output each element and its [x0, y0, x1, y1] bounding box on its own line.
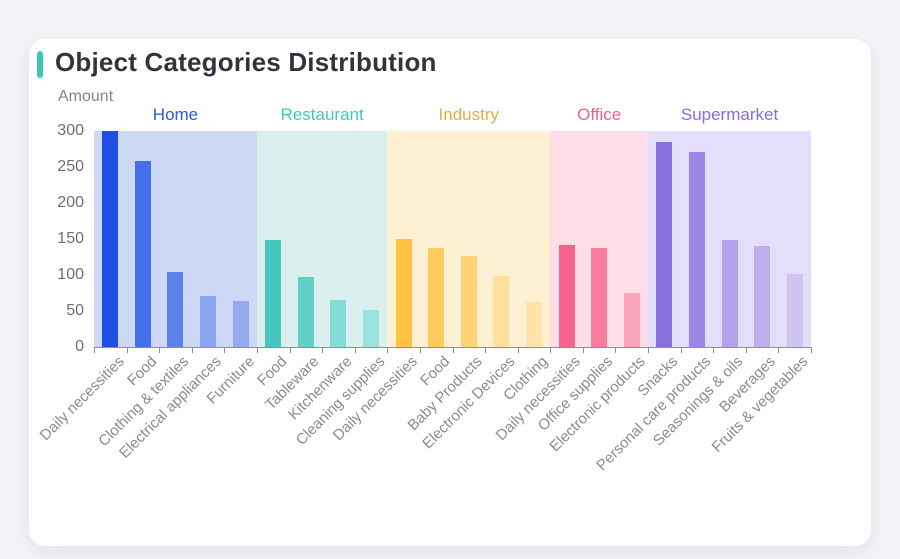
x-axis-tick — [126, 348, 128, 353]
bar-office-office-supplies[interactable] — [591, 247, 608, 347]
bar-restaurant-kitchenware[interactable] — [330, 300, 347, 347]
group-label-supermarket: Supermarket — [680, 105, 779, 124]
x-axis-tick — [713, 348, 715, 353]
bar-home-electrical-appliances[interactable] — [200, 295, 217, 347]
chart-card: Object Categories Distribution Amount Ho… — [29, 39, 871, 546]
x-axis-tick — [191, 348, 193, 353]
x-axis-tick — [452, 348, 454, 353]
bar-supermarket-snacks[interactable] — [656, 141, 673, 347]
bar-home-clothing-textiles[interactable] — [167, 272, 184, 347]
bar-industry-clothing[interactable] — [525, 301, 542, 347]
bar-restaurant-food[interactable] — [265, 240, 282, 347]
bar-industry-daily-necessities[interactable] — [395, 239, 412, 347]
x-axis-tick — [224, 348, 226, 353]
bar-home-food[interactable] — [134, 161, 151, 347]
y-axis-title: Amount — [58, 88, 114, 105]
bar-industry-food[interactable] — [428, 247, 445, 347]
bar-supermarket-beverages[interactable] — [754, 246, 771, 347]
group-label-restaurant: Restaurant — [280, 105, 364, 124]
x-axis-tick — [94, 348, 95, 353]
y-tick-label-0: 0 — [75, 338, 84, 355]
group-label-office: Office — [577, 105, 622, 124]
y-tick-label-100: 100 — [57, 266, 84, 283]
y-tick-label-200: 200 — [57, 194, 84, 211]
bar-home-daily-necessities[interactable] — [102, 131, 119, 347]
chart-title: Object Categories Distribution — [55, 47, 437, 77]
x-axis-tick — [485, 348, 487, 353]
bar-industry-baby-products[interactable] — [460, 256, 477, 347]
bar-chart: Home Daily necessities Food Clothing & text… — [29, 39, 871, 546]
bar-office-daily-necessities[interactable] — [558, 244, 575, 347]
x-axis-line — [94, 347, 812, 348]
bar-restaurant-tableware[interactable] — [297, 277, 314, 347]
group-label-industry: Industry — [438, 105, 500, 124]
x-axis-tick — [517, 348, 519, 353]
y-tick-label-300: 300 — [57, 122, 84, 139]
x-axis-tick — [289, 348, 291, 353]
bar-office-electronic-products[interactable] — [623, 293, 640, 347]
x-axis-tick — [811, 348, 812, 353]
y-tick-label-150: 150 — [57, 230, 84, 247]
x-axis-tick — [354, 348, 356, 353]
x-axis-tick — [680, 348, 682, 353]
title-accent-bar — [37, 51, 43, 78]
bar-supermarket-fruits-vegetables[interactable] — [786, 273, 803, 347]
bar-restaurant-cleaning-supplies[interactable] — [363, 310, 380, 347]
bar-supermarket-personal-care-products[interactable] — [688, 151, 705, 347]
y-tick-label-50: 50 — [66, 302, 84, 319]
x-axis-tick — [322, 348, 324, 353]
x-axis-tick — [387, 348, 389, 353]
x-axis-tick — [159, 348, 161, 353]
plot-area — [94, 131, 811, 347]
group-label-home: Home — [152, 105, 199, 124]
x-axis-tick — [745, 348, 747, 353]
x-axis-tick — [256, 348, 258, 353]
x-axis-tick — [615, 348, 617, 353]
x-axis-tick — [778, 348, 780, 353]
bar-industry-electronic-devices[interactable] — [493, 275, 510, 347]
bar-supermarket-seasonings-oils[interactable] — [721, 240, 738, 347]
x-axis-tick — [582, 348, 584, 353]
x-axis-tick — [648, 348, 650, 353]
x-axis-tick — [419, 348, 421, 353]
bar-home-furniture[interactable] — [232, 300, 249, 347]
x-axis-tick — [550, 348, 552, 353]
y-tick-label-250: 250 — [57, 158, 84, 175]
